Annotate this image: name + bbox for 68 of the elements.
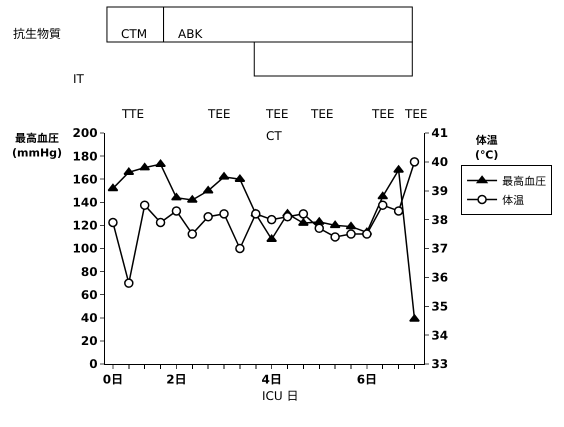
y2-tick-label: 34 [431, 328, 448, 342]
point [394, 206, 404, 216]
y2-tick-label: 36 [431, 270, 448, 285]
point [378, 200, 388, 210]
y-axis-title: 最高血圧 (mmHg) [12, 132, 62, 160]
legend-label: 最高血圧 [502, 174, 546, 188]
point [234, 174, 246, 182]
annotation: CT [266, 129, 282, 143]
point [124, 278, 134, 288]
y-tick-label: 60 [80, 288, 98, 302]
y-tick-label: 200 [72, 126, 98, 140]
point [330, 220, 340, 228]
y2-tick-label: 41 [431, 126, 448, 140]
text: ABK [178, 27, 204, 41]
point [330, 232, 340, 242]
point [108, 184, 118, 192]
point [346, 222, 356, 230]
point [203, 212, 213, 222]
y-tick-label: 160 [72, 172, 98, 186]
y-tick-label: 80 [80, 264, 98, 279]
text: IT [73, 72, 85, 86]
text: TEE [404, 107, 428, 121]
point [155, 159, 166, 167]
x-tick-label: 2日 [166, 372, 187, 386]
x-tick-label: 4日 [261, 372, 282, 386]
point [188, 229, 198, 239]
text: CTM [121, 27, 148, 41]
text: TEE [265, 107, 288, 121]
y-tick-label: 120 [72, 218, 98, 233]
point [172, 206, 182, 216]
point [314, 224, 324, 234]
point [346, 229, 356, 239]
y2-tick-label: 38 [431, 212, 448, 227]
y-tick-label: 100 [72, 242, 98, 256]
point [108, 218, 118, 228]
point [235, 244, 245, 254]
point [410, 157, 420, 167]
point [393, 165, 404, 173]
x-tick-label: 6日 [356, 372, 378, 386]
y2-tick-label: 37 [431, 242, 448, 256]
point [409, 314, 420, 322]
x-axis-title: ICU 日 [262, 389, 299, 403]
text: TEE [310, 107, 334, 121]
point [171, 192, 182, 200]
y-tick-label: 40 [80, 311, 98, 325]
y2-tick-label: 33 [431, 357, 448, 372]
point [218, 172, 230, 180]
point [156, 218, 166, 228]
point [140, 200, 150, 210]
y-tick-label: 20 [80, 334, 98, 348]
legend-label: 体温 [502, 194, 524, 207]
y2-tick-label: 35 [431, 299, 448, 314]
point [219, 209, 229, 219]
x-tick-label: 0日 [102, 372, 124, 386]
text: TTE [121, 107, 144, 121]
y2-tick-label: 40 [431, 155, 448, 170]
y2-tick-label: 39 [431, 184, 448, 198]
text: 抗生物質 [13, 27, 62, 41]
y-tick-label: 140 [72, 196, 98, 210]
y-tick-label: 180 [72, 149, 98, 164]
text: TEE [207, 107, 230, 121]
text: TEE [371, 107, 394, 121]
y-tick-label: 0 [89, 357, 98, 372]
y2-axis-title: 体温 (℃) [475, 134, 498, 162]
point [266, 214, 276, 224]
point [362, 229, 372, 239]
point [298, 218, 309, 226]
point [298, 209, 308, 219]
